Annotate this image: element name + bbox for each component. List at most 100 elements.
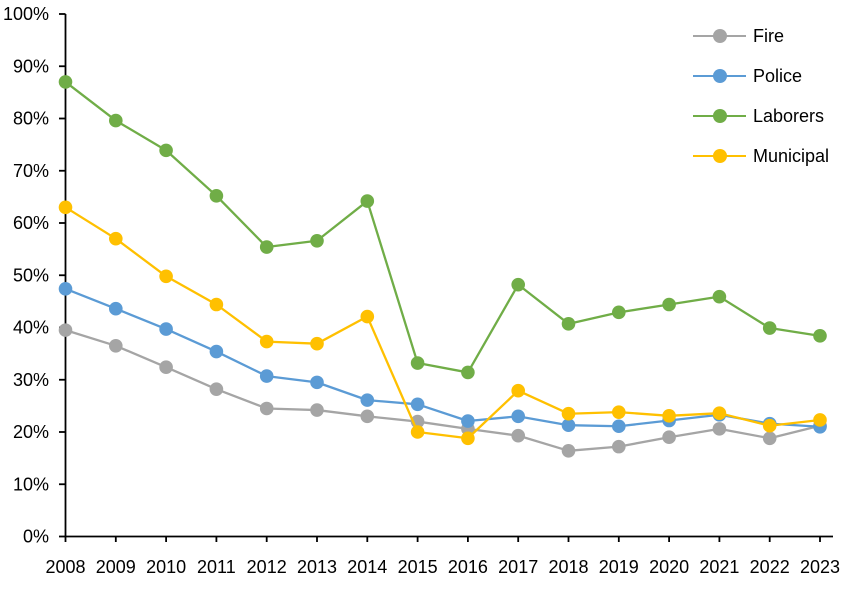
series-fire-point xyxy=(209,382,224,396)
legend-label-police: Police xyxy=(753,65,803,86)
series-municipal-point xyxy=(561,406,576,421)
series-fire-point xyxy=(712,422,727,436)
x-axis-tick-label: 2011 xyxy=(197,557,236,577)
series-fire-point xyxy=(360,409,375,424)
y-axis-tick-label: 60% xyxy=(13,213,49,233)
series-laborers-point xyxy=(109,113,123,128)
series-police-point xyxy=(159,322,173,336)
series-laborers-point xyxy=(209,189,224,203)
series-fire-point xyxy=(310,403,324,417)
x-axis-tick-label: 2008 xyxy=(45,557,85,577)
series-municipal-point xyxy=(612,405,626,419)
series-laborers-point xyxy=(410,356,425,370)
series-laborers-point xyxy=(612,305,626,320)
series-police-point xyxy=(58,282,73,296)
x-axis-tick-label: 2012 xyxy=(247,557,287,577)
series-laborers-line xyxy=(64,81,821,374)
y-axis-tick-label: 100% xyxy=(3,4,49,24)
series-municipal-point xyxy=(461,431,475,446)
series-laborers-point xyxy=(511,277,525,292)
series-laborers-point xyxy=(461,365,475,380)
series-municipal-point xyxy=(58,200,73,215)
x-axis-tick-label: 2022 xyxy=(750,557,790,577)
series-police-point xyxy=(360,393,375,407)
series-municipal-point xyxy=(209,297,224,312)
series-fire-point xyxy=(762,431,777,446)
y-axis-tick-label: 10% xyxy=(13,474,49,494)
x-axis-tick-label: 2021 xyxy=(699,557,739,577)
y-axis-tick-label: 50% xyxy=(13,265,49,285)
series-laborers-point xyxy=(58,75,73,89)
x-axis-tick-label: 2015 xyxy=(398,557,438,577)
legend-label-municipal: Municipal xyxy=(753,145,830,166)
fire-series-swatch-icon xyxy=(693,29,746,43)
series-municipal-line xyxy=(64,206,821,440)
x-axis-tick-label: 2019 xyxy=(599,557,639,577)
series-police-point xyxy=(259,369,274,383)
series-fire-point xyxy=(511,428,525,443)
series-police-point xyxy=(561,418,576,433)
legend-item-police: Police xyxy=(693,56,829,96)
y-axis-tick-label: 40% xyxy=(13,318,49,338)
series-police-point xyxy=(612,419,626,434)
y-axis-tick-label: 90% xyxy=(13,56,49,76)
series-laborers-point xyxy=(712,289,727,304)
y-axis-tick-label: 30% xyxy=(13,370,49,390)
y-axis-tick-label: 80% xyxy=(13,109,49,129)
series-municipal-point xyxy=(511,383,525,398)
series-municipal-point xyxy=(360,309,375,324)
series-municipal-point xyxy=(310,336,324,351)
series-police-point xyxy=(511,409,525,424)
series-fire-point xyxy=(259,401,274,416)
series-police-point xyxy=(461,414,475,428)
chart-legend: Fire Police Laborers Municipal xyxy=(693,16,829,176)
series-police-point xyxy=(209,344,224,359)
series-fire-point xyxy=(159,360,173,375)
legend-item-municipal: Municipal xyxy=(693,136,829,176)
series-municipal-point xyxy=(813,413,827,427)
series-fire-point xyxy=(612,439,626,454)
series-laborers-point xyxy=(662,297,676,312)
x-axis-tick-label: 2014 xyxy=(347,557,387,577)
series-police-point xyxy=(109,301,123,316)
series-municipal-point xyxy=(762,418,777,433)
series-laborers-point xyxy=(762,321,777,335)
series-laborers-point xyxy=(561,317,576,331)
series-laborers-point xyxy=(259,240,274,254)
x-axis-tick-label: 2023 xyxy=(800,557,840,577)
series-municipal-point xyxy=(259,334,274,349)
series-municipal-point xyxy=(109,231,123,246)
y-axis-tick-label: 0% xyxy=(23,527,49,547)
series-municipal-point xyxy=(662,409,676,423)
x-axis-tick-label: 2016 xyxy=(448,557,488,577)
legend-label-laborers: Laborers xyxy=(753,105,825,126)
series-police-point xyxy=(410,397,425,412)
series-laborers-point xyxy=(813,329,827,343)
municipal-series-swatch-icon xyxy=(693,149,746,163)
series-municipal-point xyxy=(712,406,727,420)
legend-item-laborers: Laborers xyxy=(693,96,829,136)
legend-label-fire: Fire xyxy=(753,25,784,46)
series-laborers-point xyxy=(310,233,324,248)
x-axis-tick-label: 2017 xyxy=(498,557,538,577)
x-axis-tick-label: 2010 xyxy=(146,557,186,577)
series-municipal-point xyxy=(159,269,173,284)
series-fire-point xyxy=(109,338,123,353)
police-series-swatch-icon xyxy=(693,69,746,83)
y-axis-tick-label: 20% xyxy=(13,422,49,442)
x-axis-tick-label: 2018 xyxy=(548,557,588,577)
legend-item-fire: Fire xyxy=(693,16,829,56)
laborers-series-swatch-icon xyxy=(693,109,746,123)
series-police-point xyxy=(310,375,324,390)
x-axis-tick-label: 2009 xyxy=(96,557,136,577)
series-municipal-point xyxy=(410,425,425,439)
series-fire-point xyxy=(561,444,576,458)
series-fire-line xyxy=(65,329,821,452)
series-laborers-point xyxy=(159,143,173,158)
y-axis-tick-label: 70% xyxy=(13,161,49,181)
x-axis-tick-label: 2020 xyxy=(649,557,689,577)
series-fire-point xyxy=(58,323,73,337)
series-laborers-point xyxy=(360,194,375,208)
